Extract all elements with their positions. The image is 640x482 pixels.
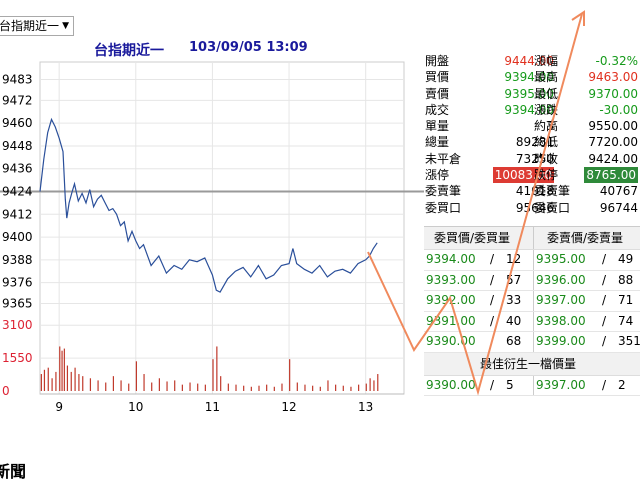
annotation-arrow — [368, 14, 582, 392]
arrow-head-icon — [572, 12, 584, 26]
